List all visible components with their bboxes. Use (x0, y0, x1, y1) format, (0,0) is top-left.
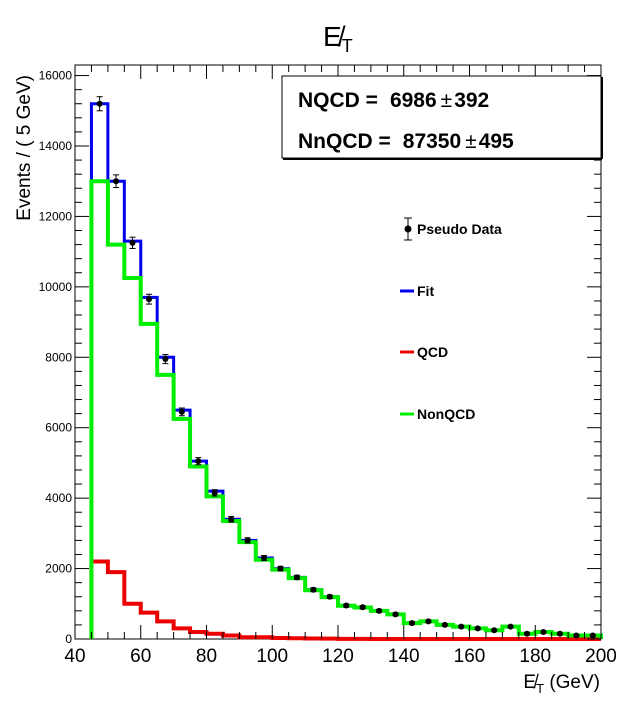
data-point (310, 586, 317, 593)
y-tick-label: 4000 (45, 491, 72, 505)
data-point (145, 296, 152, 303)
data-point (573, 632, 580, 639)
series-qcd (89, 559, 601, 641)
data-point (178, 408, 185, 415)
y-tick-label: 16000 (39, 69, 73, 83)
series-pseudo-data (96, 96, 596, 639)
data-point (556, 630, 563, 637)
data-point (540, 628, 547, 635)
svg-text:Pseudo Data: Pseudo Data (417, 221, 502, 237)
data-point (211, 489, 218, 496)
data-point (228, 516, 235, 523)
legend-item-nonqcd: NonQCD (400, 406, 475, 422)
y-tick-label: 10000 (39, 280, 73, 294)
legend-item-fit: Fit (400, 283, 434, 299)
x-tick-label: 180 (519, 646, 551, 667)
series-fit (89, 102, 603, 639)
x-tick-label: 160 (454, 646, 486, 667)
stats-line-nqcd: NQCD = 6986 ±392 (298, 89, 489, 112)
svg-text:NonQCD: NonQCD (417, 406, 475, 422)
data-point (425, 618, 432, 625)
data-point (195, 458, 202, 465)
stats-box: NQCD = 6986 ±392 NnQCD = 87350 ±495 (281, 75, 603, 160)
data-point (293, 574, 300, 581)
data-point (129, 239, 136, 246)
legend-item-qcd: QCD (400, 344, 448, 360)
stats-line-nnqcd: NnQCD = 87350 ±495 (298, 130, 514, 153)
data-point (359, 604, 366, 611)
x-tick-label: 200 (585, 646, 617, 667)
data-point (441, 621, 448, 628)
legend: Pseudo Data Fit QCD NonQCD (400, 217, 502, 422)
legend-item-pseudo-data: Pseudo Data (404, 217, 502, 241)
y-tick-label: 0 (65, 632, 72, 646)
svg-text:Fit: Fit (417, 283, 434, 299)
y-tick-label: 14000 (39, 139, 73, 153)
data-point (343, 602, 350, 609)
y-tick-label: 8000 (45, 350, 72, 364)
x-tick-label: 80 (196, 646, 217, 667)
series-nonqcd (89, 179, 603, 639)
y-axis-label: Events / ( 5 GeV) (14, 75, 35, 221)
data-point (524, 630, 531, 637)
chart-title: E̸T (323, 21, 353, 56)
data-point (376, 607, 383, 614)
data-point (507, 623, 514, 630)
x-tick-label: 140 (388, 646, 420, 667)
data-point (474, 625, 481, 632)
data-point (277, 565, 284, 572)
data-point (326, 593, 333, 600)
data-point (408, 620, 415, 627)
data-point (244, 537, 251, 544)
data-point (113, 178, 120, 185)
x-tick-label: 120 (322, 646, 354, 667)
x-tick-label: 100 (256, 646, 288, 667)
data-point (392, 611, 399, 618)
data-point (96, 100, 103, 107)
y-tick-label: 2000 (45, 562, 72, 576)
data-point (589, 632, 596, 639)
y-tick-label: 6000 (45, 421, 72, 435)
x-tick-label: 40 (64, 646, 85, 667)
x-tick-label: 60 (130, 646, 151, 667)
data-point (458, 623, 465, 630)
x-axis-label: E̸T (GeV) (523, 672, 600, 696)
svg-text:QCD: QCD (417, 344, 448, 360)
data-point (491, 627, 498, 634)
y-tick-label: 12000 (39, 209, 73, 223)
data-point (261, 555, 268, 562)
data-point (162, 356, 169, 363)
